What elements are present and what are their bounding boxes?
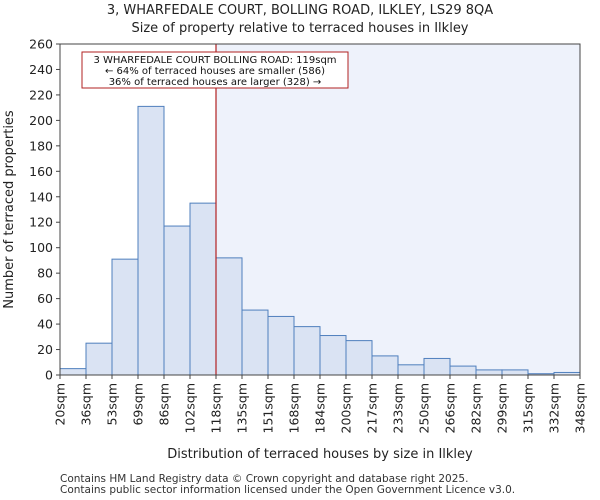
bar (475, 369, 503, 376)
y-tick-label: 60 (37, 291, 53, 306)
x-tick-label: 348sqm (573, 383, 588, 433)
bar (371, 355, 399, 376)
bar (137, 105, 165, 376)
x-tick-label: 217sqm (365, 383, 380, 433)
y-tick-label: 260 (29, 37, 53, 52)
x-tick-label: 200sqm (339, 383, 354, 433)
chart-subtitle: Size of property relative to terraced ho… (131, 21, 469, 36)
x-tick-label: 69sqm (131, 383, 146, 426)
y-tick-label: 80 (37, 266, 53, 281)
y-axis-label: Number of terraced properties (2, 110, 17, 309)
bar (111, 258, 139, 376)
chart-title: 3, WHARFEDALE COURT, BOLLING ROAD, ILKLE… (106, 3, 494, 18)
annotation-box: 3 WHARFEDALE COURT BOLLING ROAD: 119sqm … (81, 51, 349, 89)
x-tick-label: 20sqm (53, 383, 68, 426)
bar (85, 342, 113, 376)
bar (319, 335, 347, 376)
y-tick-label: 140 (29, 189, 53, 204)
bar (449, 365, 477, 376)
bar (59, 368, 87, 376)
x-tick-label: 102sqm (183, 383, 198, 433)
y-tick-label: 200 (29, 113, 53, 128)
footer-line-1: Contains HM Land Registry data © Crown c… (60, 473, 469, 485)
y-tick-label: 160 (29, 164, 53, 179)
bar (163, 225, 191, 376)
bar (189, 202, 217, 376)
x-tick-label: 151sqm (261, 383, 276, 433)
x-tick-label: 36sqm (79, 383, 94, 426)
x-axis-label: Distribution of terraced houses by size … (167, 447, 473, 462)
x-tick-label: 299sqm (495, 383, 510, 433)
y-tick-label: 20 (37, 342, 53, 357)
x-tick-label: 135sqm (235, 383, 250, 433)
bar (423, 357, 451, 376)
x-tick-label: 315sqm (521, 383, 536, 433)
x-tick-label: 332sqm (547, 383, 562, 433)
x-tick-label: 184sqm (313, 383, 328, 433)
annotation-line-2: ← 64% of terraced houses are smaller (58… (105, 66, 325, 77)
bar (215, 257, 243, 376)
x-tick-label: 118sqm (209, 383, 224, 433)
x-tick-label: 233sqm (391, 383, 406, 433)
x-tick-label: 86sqm (157, 383, 172, 426)
x-tick-label: 282sqm (469, 383, 484, 433)
y-tick-label: 220 (29, 87, 53, 102)
footer-line-2: Contains public sector information licen… (60, 484, 516, 496)
annotation-line-3: 36% of terraced houses are larger (328) … (109, 77, 322, 88)
annotation-line-1: 3 WHARFEDALE COURT BOLLING ROAD: 119sqm (93, 55, 336, 66)
y-tick-label: 180 (29, 138, 53, 153)
y-tick-label: 240 (29, 62, 53, 77)
x-tick-label: 266sqm (443, 383, 458, 433)
x-tick-label: 250sqm (417, 383, 432, 433)
y-tick-label: 100 (29, 240, 53, 255)
bar (397, 364, 425, 376)
y-tick-label: 0 (45, 368, 53, 383)
x-tick-label: 168sqm (287, 383, 302, 433)
bar (501, 369, 529, 376)
y-tick-label: 120 (29, 215, 53, 230)
bar (241, 309, 269, 376)
x-tick-label: 53sqm (105, 383, 120, 426)
y-tick-label: 40 (37, 317, 53, 332)
bar (345, 340, 373, 376)
bar (267, 315, 295, 376)
bar (293, 326, 321, 376)
